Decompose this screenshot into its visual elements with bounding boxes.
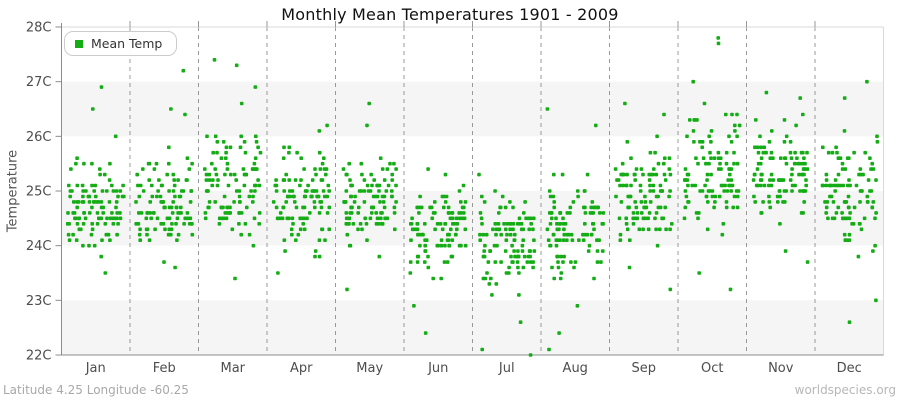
svg-text:Apr: Apr <box>290 361 313 376</box>
svg-text:Mar: Mar <box>220 361 245 376</box>
svg-text:22C: 22C <box>26 349 52 364</box>
legend: Mean Temp <box>64 31 178 56</box>
svg-text:May: May <box>356 361 383 376</box>
svg-text:28C: 28C <box>26 21 52 36</box>
svg-text:Nov: Nov <box>768 361 794 376</box>
month-gridlines <box>129 27 816 355</box>
svg-text:27C: 27C <box>26 75 52 90</box>
svg-text:Dec: Dec <box>837 361 862 376</box>
svg-text:Oct: Oct <box>701 361 723 376</box>
svg-text:26C: 26C <box>26 130 52 145</box>
axis-ticks <box>55 21 816 356</box>
source-label: worldspecies.org <box>794 383 896 397</box>
y-axis-title: Temperature <box>5 149 21 233</box>
chart-title: Monthly Mean Temperatures 1901 - 2009 <box>281 5 619 24</box>
legend-label: Mean Temp <box>91 36 163 51</box>
svg-text:Jul: Jul <box>498 361 515 376</box>
svg-text:Feb: Feb <box>153 361 176 376</box>
coordinates-label: Latitude 4.25 Longitude -60.25 <box>3 383 189 397</box>
svg-text:Sep: Sep <box>631 361 656 376</box>
svg-text:25C: 25C <box>26 185 52 200</box>
svg-text:23C: 23C <box>26 294 52 309</box>
y-tick-labels: 22C 23C 24C 25C 26C 27C 28C <box>26 21 52 364</box>
x-tick-labels: Jan Feb Mar Apr May Jun Jul Aug Sep Oct Nov Dec <box>85 361 862 376</box>
svg-text:24C: 24C <box>26 239 52 254</box>
svg-text:Jan: Jan <box>85 361 106 376</box>
svg-text:Aug: Aug <box>563 361 588 376</box>
scatter-points <box>65 36 880 357</box>
legend-marker-icon <box>75 39 83 48</box>
svg-text:Jun: Jun <box>427 361 448 376</box>
